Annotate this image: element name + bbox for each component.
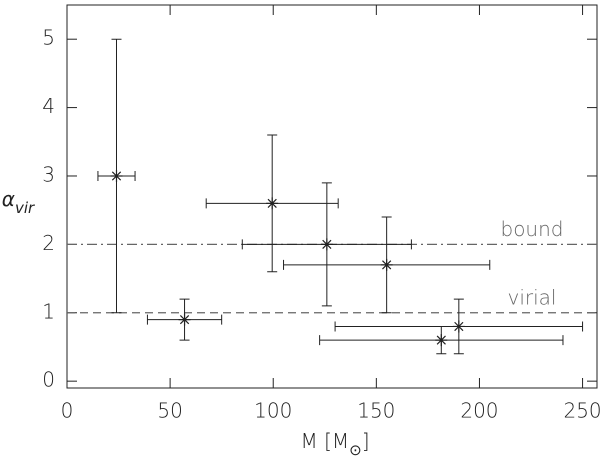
reference-label: virial: [508, 285, 557, 309]
point: [178, 313, 191, 326]
x-tick-label: 150: [357, 399, 395, 423]
y-tick-label: 5: [42, 26, 55, 50]
y-tick-label: 1: [42, 299, 55, 323]
x-tick-label: 200: [460, 399, 498, 423]
point: [266, 197, 279, 210]
point: [110, 169, 123, 182]
x-axis-label: M [M⊙]: [300, 429, 369, 459]
y-tick-label: 0: [42, 368, 55, 392]
y-tick-label: 2: [42, 231, 55, 255]
point: [320, 238, 333, 251]
x-tick-label: 100: [254, 399, 292, 423]
plot-frame: [66, 4, 598, 389]
y-tick-label: 3: [42, 162, 55, 186]
x-tick-label: 0: [61, 399, 74, 423]
reference-label: bound: [501, 217, 564, 241]
point: [435, 334, 448, 347]
y-axis-label: αvir: [2, 187, 35, 217]
x-tick-label: 50: [157, 399, 182, 423]
x-tick-label: 250: [563, 399, 600, 423]
point: [380, 258, 393, 271]
point: [452, 320, 465, 333]
y-tick-label: 4: [42, 94, 55, 118]
